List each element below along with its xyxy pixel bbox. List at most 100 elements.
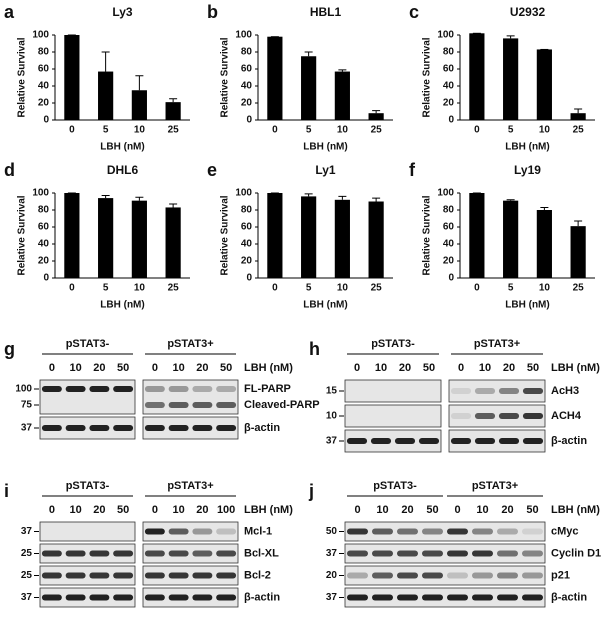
band (41, 386, 62, 392)
y-axis-title: Relative Survival (17, 195, 28, 275)
lane-label: 0 (454, 504, 460, 516)
size-marker: 37 (21, 526, 33, 537)
chart-title: Ly19 (514, 163, 541, 177)
y-tick-label: 20 (38, 98, 50, 109)
x-axis-title: LBH (nM) (303, 142, 347, 153)
lane-label: 10 (173, 362, 185, 374)
band (113, 386, 134, 392)
x-tick-label: 0 (474, 125, 480, 136)
band (113, 572, 134, 579)
bar (503, 200, 519, 278)
error-bar (304, 51, 313, 57)
error-bar (338, 69, 347, 72)
y-tick-label: 0 (448, 115, 454, 126)
band (347, 572, 368, 579)
band (65, 572, 86, 579)
bar (570, 113, 586, 120)
lane-label: 50 (423, 362, 435, 374)
y-tick-label: 60 (443, 222, 455, 233)
band (522, 413, 544, 419)
band (447, 594, 468, 601)
chart-title: U2932 (510, 5, 546, 19)
band (397, 594, 418, 601)
band (113, 550, 134, 557)
band (447, 550, 468, 557)
blot-strip (39, 416, 136, 440)
band (474, 438, 496, 444)
x-tick-label: 10 (337, 125, 349, 136)
x-axis-title: LBH (nM) (505, 300, 549, 311)
y-tick-label: 80 (241, 47, 253, 58)
band (192, 425, 213, 431)
group-label: pSTAT3- (373, 480, 417, 492)
size-marker: 10 (326, 411, 338, 422)
panel-letter: j (308, 481, 314, 501)
band (89, 386, 110, 392)
bar (267, 193, 283, 278)
band (89, 594, 110, 601)
y-tick-label: 60 (38, 64, 50, 75)
blot-strip (142, 416, 239, 440)
band (522, 438, 544, 444)
lane-label: 20 (196, 504, 208, 516)
group-label: pSTAT3+ (167, 338, 213, 350)
y-tick-label: 100 (32, 188, 49, 199)
unit-label: LBH (nM) (244, 362, 293, 374)
blot-strip (142, 587, 239, 608)
band-name: Mcl-1 (244, 525, 272, 537)
lane-label: 20 (93, 362, 105, 374)
band (41, 594, 62, 601)
band (192, 386, 213, 392)
x-tick-label: 0 (272, 125, 278, 136)
group-label: pSTAT3- (66, 338, 110, 350)
x-tick-label: 5 (103, 125, 109, 136)
band (144, 572, 165, 579)
band (216, 594, 237, 601)
x-tick-label: 10 (134, 283, 146, 294)
lane-label: 20 (501, 504, 513, 516)
band (168, 550, 189, 557)
lane-label: 50 (117, 362, 129, 374)
group-label: pSTAT3- (371, 338, 415, 350)
y-tick-label: 60 (443, 64, 455, 75)
x-tick-label: 5 (508, 125, 514, 136)
panel-letter: e (207, 160, 217, 180)
error-bar (338, 195, 347, 200)
bar (131, 90, 147, 120)
error-bar (372, 197, 381, 202)
chart-title: Ly1 (315, 163, 336, 177)
size-marker: 37 (326, 548, 338, 559)
lane-label: 50 (117, 504, 129, 516)
bar (368, 113, 384, 120)
band (168, 402, 189, 408)
lane-label: 50 (527, 362, 539, 374)
band-name: Cleaved-PARP (244, 399, 320, 411)
lane-label: 10 (173, 504, 185, 516)
blot-strip (344, 521, 546, 542)
error-bar (169, 98, 178, 103)
y-axis-title: Relative Survival (220, 37, 231, 117)
unit-label: LBH (nM) (244, 504, 293, 516)
panel-letter: c (409, 2, 419, 22)
error-bar (574, 220, 583, 227)
panel-letter: g (4, 339, 15, 359)
y-tick-label: 80 (38, 205, 50, 216)
chart-title: DHL6 (107, 163, 139, 177)
lane-label: 50 (426, 504, 438, 516)
band (497, 528, 518, 535)
band (472, 550, 493, 557)
panel-letter: d (4, 160, 15, 180)
band (498, 438, 520, 444)
blot-strip (448, 379, 546, 403)
bar (64, 35, 80, 120)
x-tick-label: 0 (272, 283, 278, 294)
lane-label: 10 (376, 504, 388, 516)
blot-strip (39, 587, 136, 608)
y-tick-label: 80 (443, 47, 455, 58)
band (168, 594, 189, 601)
band (192, 528, 213, 535)
size-marker: 20 (326, 570, 338, 581)
band (450, 413, 472, 419)
panel-letter: h (309, 339, 320, 359)
band-name: AcH3 (551, 385, 579, 397)
